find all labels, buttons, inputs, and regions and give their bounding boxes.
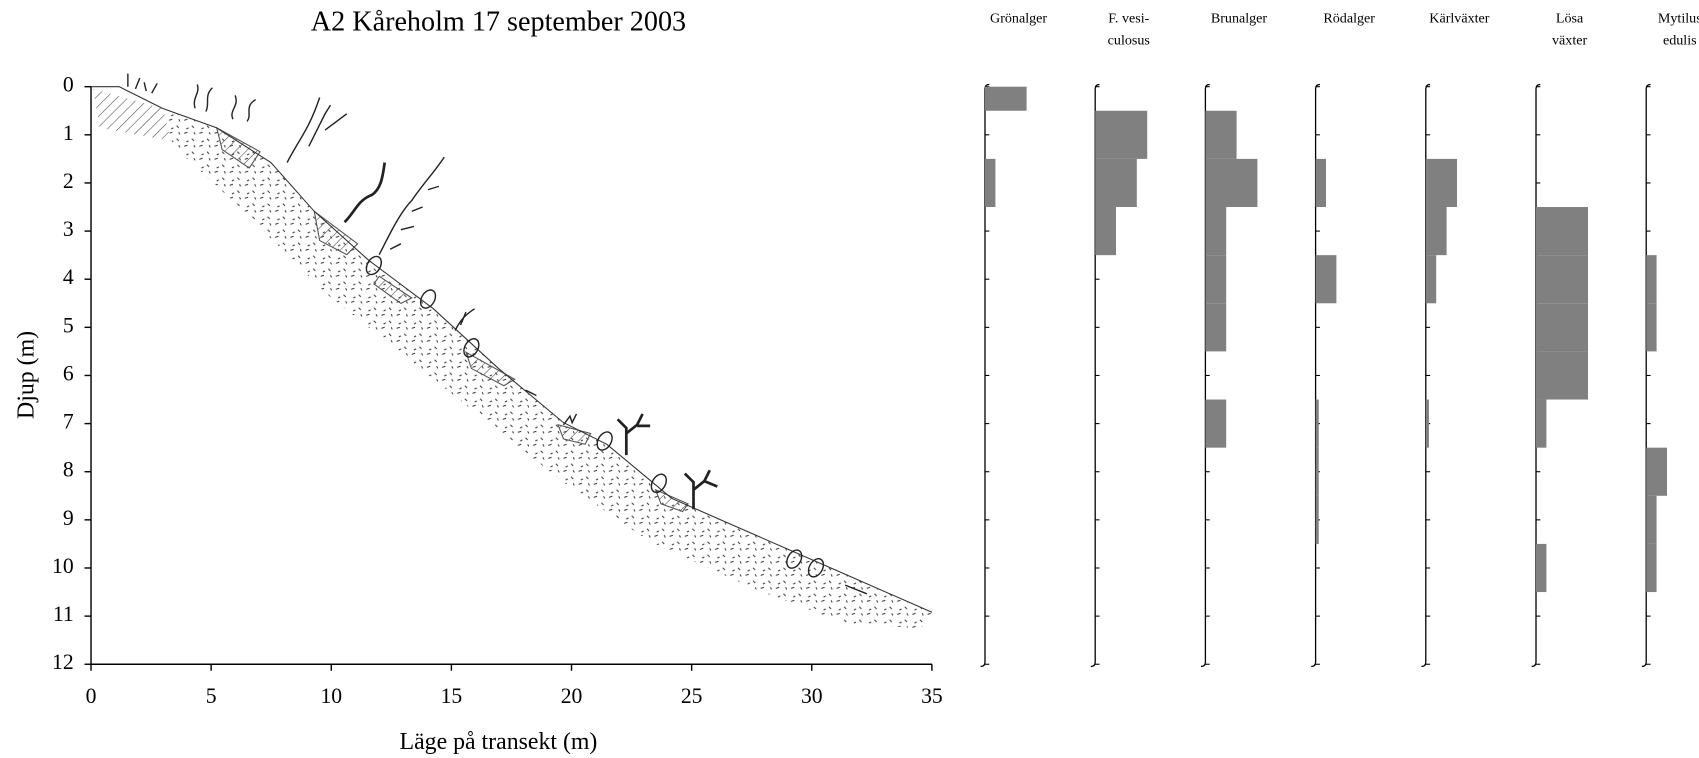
bar [1095, 110, 1148, 159]
y-tick-label: 7 [63, 410, 74, 434]
column-header: Brunalger [1211, 11, 1268, 27]
column-header: culosus [1108, 32, 1150, 48]
bar [1536, 351, 1589, 400]
y-tick-label: 10 [52, 554, 74, 578]
y-tick-label: 12 [52, 650, 74, 674]
bar [1095, 158, 1137, 208]
column-header: Grönalger [990, 11, 1047, 27]
hatched-rock [373, 275, 413, 305]
column-header: Lösa [1556, 11, 1584, 27]
bar [1646, 255, 1657, 304]
bar [1646, 303, 1657, 352]
y-tick-label: 6 [63, 361, 74, 385]
y-tick-label: 9 [63, 506, 74, 530]
sediment [162, 108, 932, 629]
plot-root: A2 Kåreholm 17 september 2003 Läge på tr… [14, 6, 1699, 755]
bar [1315, 495, 1319, 544]
x-axis-label: Läge på transekt (m) [400, 729, 598, 755]
bar [1425, 158, 1458, 208]
bar [1205, 255, 1227, 304]
y-tick-label: 3 [63, 217, 74, 241]
y-tick-label: 1 [63, 121, 74, 145]
x-tick-label: 30 [801, 684, 823, 708]
bar [1315, 158, 1327, 208]
bar [1315, 447, 1319, 496]
bar [1536, 207, 1589, 256]
bar [1646, 447, 1668, 496]
y-tick-label: 0 [63, 73, 74, 97]
bar [1646, 543, 1657, 593]
y-tick-label: 11 [53, 602, 74, 626]
x-tick-label: 5 [206, 684, 217, 708]
column-axis [1421, 83, 1431, 668]
bar [1425, 399, 1429, 448]
bar [1425, 255, 1437, 304]
x-tick-label: 25 [681, 684, 703, 708]
bar [1205, 399, 1227, 448]
y-tick-label: 2 [63, 169, 74, 193]
x-tick-label: 10 [320, 684, 342, 708]
bar [1315, 399, 1319, 448]
hatched-rock [464, 351, 516, 387]
column-header: Kärlväxter [1429, 11, 1490, 27]
x-tick-label: 20 [561, 684, 583, 708]
y-tick-label: 4 [63, 265, 74, 289]
chart-title: A2 Kåreholm 17 september 2003 [311, 6, 686, 37]
bar [1205, 207, 1227, 256]
bar [1536, 255, 1589, 304]
column-header: Rödalger [1323, 11, 1375, 27]
hatched-rock [93, 88, 172, 141]
transect-illustration [91, 73, 933, 629]
bar [984, 86, 1027, 111]
y-tick-label: 8 [63, 458, 74, 482]
bar [1425, 207, 1447, 256]
column-header: F. vesi- [1108, 11, 1149, 27]
bar [1536, 303, 1589, 352]
seabed-profile [91, 86, 933, 613]
x-tick-label: 35 [921, 684, 943, 708]
hatched-rock [313, 210, 359, 256]
x-tick-label: 15 [441, 684, 463, 708]
hatched-rock [654, 488, 689, 513]
bar [1205, 303, 1227, 352]
bar [984, 158, 996, 208]
y-axis-label: Djup (m) [14, 331, 40, 419]
column-header: växter [1552, 32, 1587, 48]
column-header: Mytilus [1658, 11, 1699, 27]
bar [1536, 543, 1547, 593]
vegetation [127, 73, 868, 595]
y-tick-label: 5 [63, 313, 74, 337]
bar [1095, 207, 1116, 256]
column-header: edulis [1663, 32, 1697, 48]
bar [1536, 399, 1547, 448]
bar [1205, 158, 1258, 208]
hatched-rock [215, 126, 261, 169]
bar [1315, 255, 1337, 304]
bar [1205, 110, 1237, 159]
bar [1646, 495, 1657, 544]
x-tick-label: 0 [86, 684, 97, 708]
